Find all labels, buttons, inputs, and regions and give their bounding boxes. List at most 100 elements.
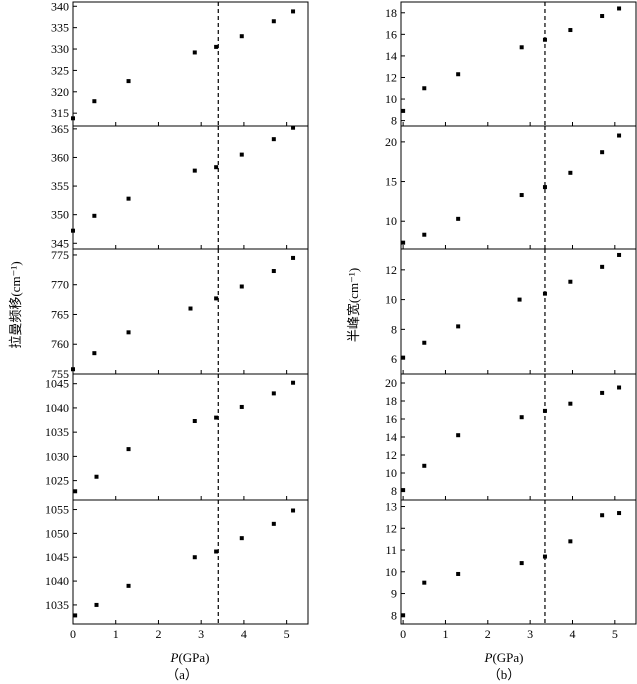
y-tick-label: 15 (385, 175, 397, 189)
y-tick-label: 8 (391, 322, 397, 336)
y-tick-label: 16 (385, 412, 397, 426)
data-point (542, 554, 547, 559)
data-point (126, 79, 131, 84)
y-tick-label: 345 (51, 236, 69, 250)
data-point (568, 170, 573, 175)
data-point (617, 133, 622, 138)
y-tick-label: 1030 (45, 449, 69, 463)
data-point (92, 351, 97, 356)
y-tick-label: 10 (385, 565, 397, 579)
x-tick-label: 5 (612, 627, 618, 641)
x-tick-label: 5 (284, 627, 290, 641)
data-point (422, 340, 427, 345)
subplot-b-2: 10 15 20 (385, 125, 637, 250)
data-point (456, 571, 461, 576)
y-tick-label: 14 (385, 430, 397, 444)
y-tick-label: 16 (385, 27, 397, 41)
right-x-axis-title: P(GPa) (484, 650, 524, 665)
left-x-axis-title-rest: (GPa) (178, 650, 209, 665)
y-tick-label: 12 (385, 521, 397, 535)
data-point (542, 37, 547, 42)
data-point (456, 216, 461, 221)
y-tick-label: 350 (51, 208, 69, 222)
data-point (126, 447, 131, 452)
data-point (401, 240, 406, 245)
x-tick-label: 2 (485, 627, 491, 641)
y-tick-label: 14 (385, 49, 397, 63)
data-point (542, 185, 547, 190)
data-point (456, 433, 461, 438)
data-point (271, 19, 276, 24)
data-point (192, 555, 197, 560)
data-point (617, 252, 622, 257)
y-tick-label: 8 (391, 484, 397, 498)
panel-a: 3153203253303353403453503553603657557607… (45, 0, 309, 641)
data-point (422, 232, 427, 237)
y-tick-label: 1045 (45, 550, 69, 564)
subplot-a-1: 315 320 325 330 335 340 (51, 0, 309, 127)
right-x-axis-title-italic: P (484, 650, 493, 665)
y-tick-label: 10 (385, 293, 397, 307)
y-tick-label: 330 (51, 42, 69, 56)
data-point (126, 330, 131, 335)
data-point (188, 306, 193, 311)
left-x-axis-title-italic: P (170, 650, 179, 665)
data-point (271, 137, 276, 142)
y-tick-label: 325 (51, 63, 69, 77)
y-tick-label: 10 (385, 466, 397, 480)
y-tick-label: 8 (391, 114, 397, 128)
y-tick-label: 755 (51, 367, 69, 381)
right-y-axis-title: 半峰宽(cm⁻¹) (346, 268, 361, 342)
y-tick-label: 340 (51, 0, 69, 13)
data-point (214, 415, 219, 420)
left-x-axis-title: P(GPa) (170, 650, 210, 665)
data-point (291, 255, 296, 260)
right-x-axis-title-rest: (GPa) (492, 650, 523, 665)
subplot-b-3: 6 8 10 12 (385, 248, 637, 375)
subplot-b-4: 8 10 12 14 16 18 20 (385, 373, 637, 501)
data-point (239, 152, 244, 157)
data-point (519, 415, 524, 420)
data-point (291, 508, 296, 513)
y-tick-label: 12 (385, 70, 397, 84)
data-point (291, 9, 296, 14)
data-point (600, 150, 605, 155)
panel-b: 8101214161810152068101281012141618208910… (385, 1, 637, 641)
data-point (600, 390, 605, 395)
data-point (456, 72, 461, 77)
data-point (126, 583, 131, 588)
data-point (600, 264, 605, 269)
y-tick-label: 760 (51, 337, 69, 351)
y-tick-label: 18 (385, 6, 397, 20)
y-tick-label: 1035 (45, 425, 69, 439)
data-point (456, 324, 461, 329)
data-point (422, 580, 427, 585)
plot-frame (72, 125, 309, 250)
data-point (600, 513, 605, 518)
y-tick-label: 13 (385, 500, 397, 514)
data-point (422, 463, 427, 468)
data-point (617, 385, 622, 390)
plot-frame (72, 499, 309, 625)
data-point (92, 213, 97, 218)
y-tick-label: 335 (51, 21, 69, 35)
data-point (271, 391, 276, 396)
y-tick-label: 6 (391, 352, 397, 366)
data-point (71, 367, 75, 372)
data-point (519, 45, 524, 50)
data-point (519, 561, 524, 566)
data-point (214, 549, 219, 554)
y-tick-label: 770 (51, 278, 69, 292)
y-tick-label: 775 (51, 248, 69, 262)
subplot-a-3: 755 760 765 770 775 (51, 248, 309, 381)
data-point (401, 355, 406, 360)
data-point (291, 380, 296, 385)
y-tick-label: 1055 (45, 503, 69, 517)
subplot-b-1: 8 10 12 14 16 18 (385, 1, 637, 128)
x-tick-label: 0 (400, 627, 406, 641)
data-point (568, 28, 573, 33)
y-tick-label: 1040 (45, 574, 69, 588)
data-point (568, 279, 573, 284)
